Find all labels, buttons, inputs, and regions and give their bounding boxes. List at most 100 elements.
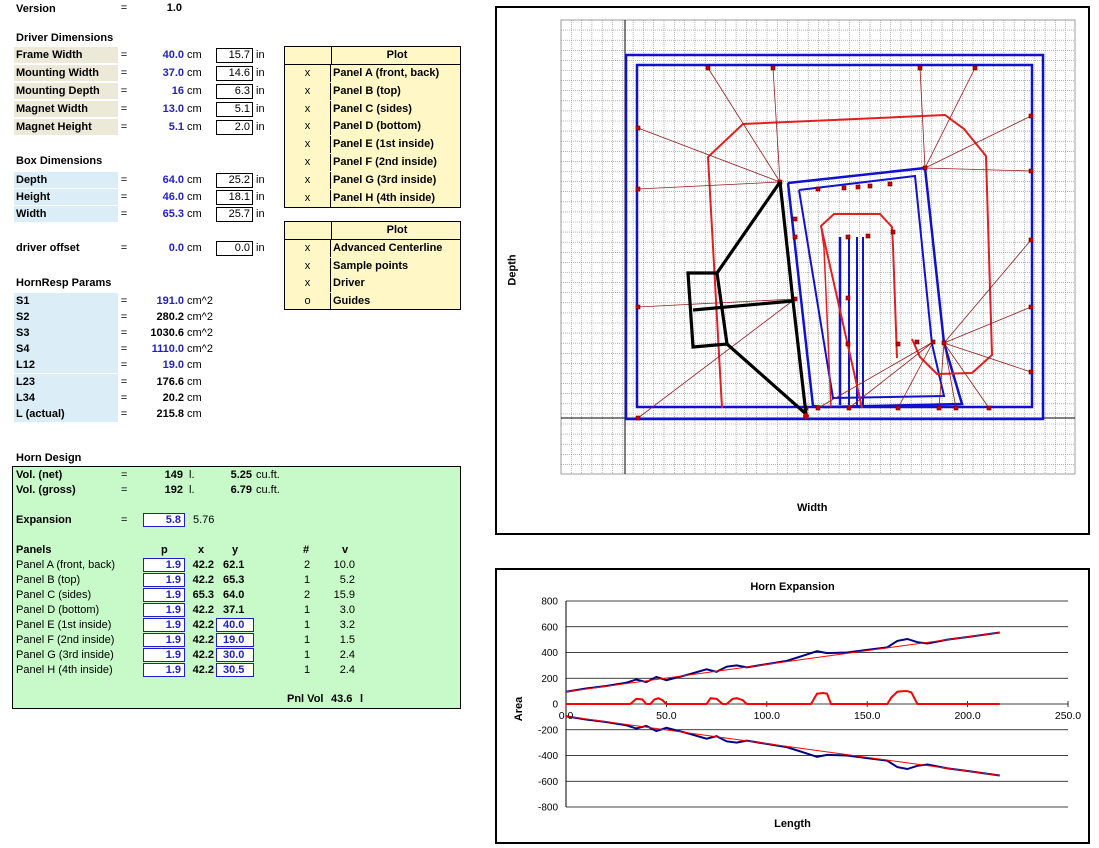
driver-row-cm-value[interactable]: 37.0 <box>134 67 184 79</box>
box-row-cm-value[interactable]: 65.3 <box>134 208 184 220</box>
exp-ytick-label: -200 <box>538 725 558 736</box>
plot-option-toggle[interactable]: x <box>285 100 331 118</box>
box-row-cm-value[interactable]: 46.0 <box>134 191 184 203</box>
panel-y-input[interactable]: 30.0 <box>216 648 254 662</box>
hornresp-eq: = <box>120 375 128 388</box>
plot-option-toggle[interactable]: o <box>285 292 331 310</box>
box-row-eq: = <box>120 191 128 203</box>
box-row-cm-unit: cm <box>187 174 202 186</box>
plot-option-row[interactable]: x Panel A (front, back) <box>285 65 460 82</box>
plot-option-row[interactable]: x Panel D (bottom) <box>285 118 460 136</box>
panel-count: 1 <box>304 649 311 661</box>
plot-option-row[interactable]: x Panel E (1st inside) <box>285 136 460 154</box>
panel-y-input[interactable]: 30.5 <box>216 663 254 677</box>
driver-row-in-value: 15.7 <box>216 48 253 63</box>
horn-design-title: Horn Design <box>16 452 82 464</box>
driver-row-label: Magnet Width <box>14 101 118 117</box>
plot-option-row[interactable]: x Panel F (2nd inside) <box>285 154 460 171</box>
plot-option-toggle[interactable]: x <box>285 154 331 171</box>
panel-a-outline <box>624 53 1045 421</box>
sample-point <box>792 234 798 240</box>
panel-p-input[interactable]: 1.9 <box>143 558 185 572</box>
x-col-header: x <box>198 544 205 556</box>
panel-v: 3.0 <box>339 604 355 616</box>
box-row-cm-value[interactable]: 64.0 <box>134 174 184 186</box>
panel-p-input[interactable]: 1.9 <box>143 633 185 647</box>
sample-spoke <box>924 167 1032 172</box>
hornresp-eq: = <box>120 311 128 324</box>
plot-option-toggle[interactable]: x <box>285 240 331 257</box>
plot-option-toggle[interactable]: x <box>285 171 331 189</box>
sample-point <box>887 181 893 187</box>
panel-name: Panel C (sides) <box>16 589 92 601</box>
driver-row-cm-value[interactable]: 13.0 <box>134 103 184 115</box>
plot-option-row[interactable]: x Advanced Centerline <box>285 240 460 257</box>
driver-offset-label: driver offset <box>16 242 80 254</box>
panel-y-input[interactable]: 19.0 <box>216 633 254 647</box>
plot-option-toggle[interactable]: x <box>285 82 331 100</box>
hornresp-value[interactable]: 19.0 <box>134 359 184 372</box>
sample-point <box>815 186 821 192</box>
driver-row-label: Magnet Height <box>14 119 118 135</box>
plot-option-row[interactable]: x Panel C (sides) <box>285 100 460 118</box>
driver-row-cm-unit: cm <box>187 103 202 115</box>
driver-row-in-unit: in <box>256 67 265 79</box>
plot-option-toggle[interactable]: x <box>285 275 331 293</box>
driver-row-cm-value[interactable]: 16 <box>134 85 184 97</box>
panel-v: 3.2 <box>339 619 355 631</box>
panel-y-input[interactable]: 40.0 <box>216 618 254 632</box>
driver-row-cm-unit: cm <box>187 121 202 133</box>
sample-point <box>635 125 641 131</box>
sample-point <box>972 65 978 71</box>
plot-option-row[interactable]: x Panel B (top) <box>285 82 460 100</box>
panel-p-input[interactable]: 1.9 <box>143 588 185 602</box>
layout-chart[interactable]: Width Depth <box>495 6 1090 535</box>
panel-p-input[interactable]: 1.9 <box>143 663 185 677</box>
driver-row-cm-value[interactable]: 5.1 <box>134 121 184 133</box>
expansion-input[interactable]: 5.8 <box>143 513 185 527</box>
hornresp-value[interactable]: 191.0 <box>134 295 184 307</box>
panel-count: 1 <box>304 619 311 631</box>
panel-p-input[interactable]: 1.9 <box>143 573 185 587</box>
plot-option-row[interactable]: x Panel H (4th inside) <box>285 189 460 207</box>
plot-option-row[interactable]: o Guides <box>285 292 460 310</box>
sample-point <box>986 405 992 411</box>
driver-offset-in-unit: in <box>256 242 265 254</box>
sample-point <box>635 186 641 192</box>
vol-net-l: 149 <box>164 469 183 481</box>
vol-gross-label: Vol. (gross) <box>16 484 76 496</box>
plot-option-row[interactable]: x Driver <box>285 275 460 293</box>
plot-option-row[interactable]: x Sample points <box>285 257 460 275</box>
version-label: Version <box>16 3 56 15</box>
hornresp-label: S3 <box>14 325 118 342</box>
layout-chart-svg <box>560 19 1076 475</box>
panel-p-input[interactable]: 1.9 <box>143 618 185 632</box>
horn-expansion-chart[interactable]: 800 600 400 200 0 -200 -400 -600 -800 0.0 50.0 100.… <box>495 568 1090 844</box>
plot-option-toggle[interactable]: x <box>285 189 331 207</box>
exp-series-line <box>565 715 1000 776</box>
driver-offset-cm[interactable]: 0.0 <box>134 242 184 254</box>
sample-point <box>845 295 851 301</box>
sample-spoke <box>637 127 781 183</box>
sample-spoke <box>637 181 781 190</box>
sample-point <box>1028 168 1034 174</box>
sample-point <box>846 405 852 411</box>
plot-option-toggle[interactable]: x <box>285 136 331 154</box>
plot-option-toggle[interactable]: x <box>285 65 331 82</box>
panel-v: 1.5 <box>339 634 355 646</box>
driver-row-cm-value[interactable]: 40.0 <box>134 49 184 61</box>
panel-p-input[interactable]: 1.9 <box>143 603 185 617</box>
box-row-in-value: 25.7 <box>216 207 253 222</box>
plot-option-row[interactable]: x Panel G (3rd inside) <box>285 171 460 189</box>
plot-option-toggle[interactable]: x <box>285 257 331 275</box>
panel-name: Panel B (top) <box>16 574 81 586</box>
vol-gross-cuft-unit: cu.ft. <box>256 484 280 496</box>
panel-count: 2 <box>304 589 311 601</box>
horn-expansion-xlabel: Length <box>774 818 811 830</box>
panel-p-input[interactable]: 1.9 <box>143 648 185 662</box>
hornresp-value[interactable]: 1110.0 <box>134 343 184 356</box>
plot-option-toggle[interactable]: x <box>285 118 331 136</box>
driver-row-cm-unit: cm <box>187 67 202 79</box>
sample-point <box>792 216 798 222</box>
sample-spoke <box>817 341 934 409</box>
